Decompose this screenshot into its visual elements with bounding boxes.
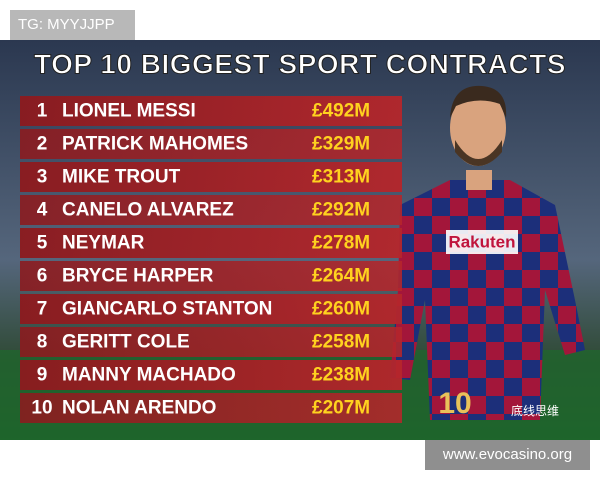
amount: £264M bbox=[312, 266, 370, 287]
name: LIONEL MESSI bbox=[62, 101, 196, 122]
rank: 9 bbox=[37, 365, 48, 386]
amount: £260M bbox=[312, 299, 370, 320]
overlay-tag: TG: MYYJJPP bbox=[10, 10, 135, 40]
watermark: 底线思维 bbox=[511, 403, 559, 418]
rank: 2 bbox=[37, 134, 48, 155]
neck bbox=[466, 170, 492, 190]
player: Rakuten 10 底线思维 bbox=[390, 85, 585, 420]
rank: 3 bbox=[37, 167, 48, 188]
row-background bbox=[20, 393, 402, 423]
amount: £278M bbox=[312, 233, 370, 254]
jersey bbox=[390, 180, 585, 420]
sponsor: Rakuten bbox=[448, 232, 515, 251]
ranking-table: 1 LIONEL MESSI £492M 2 PATRICK MAHOMES £329M 3… bbox=[20, 96, 402, 423]
name: PATRICK MAHOMES bbox=[62, 134, 248, 155]
rank: 10 bbox=[31, 398, 52, 419]
name: GIANCARLO STANTON bbox=[62, 299, 272, 320]
footer-url: www.evocasino.org bbox=[425, 440, 590, 470]
name: MANNY MACHADO bbox=[62, 365, 236, 386]
amount: £292M bbox=[312, 200, 370, 221]
name: NEYMAR bbox=[62, 233, 145, 254]
name: CANELO ALVAREZ bbox=[62, 200, 234, 221]
row-background bbox=[20, 294, 402, 324]
row-background bbox=[20, 228, 402, 258]
name: MIKE TROUT bbox=[62, 167, 181, 188]
rank: 7 bbox=[37, 299, 48, 320]
sponsor-band bbox=[446, 230, 518, 254]
rank: 6 bbox=[37, 266, 48, 287]
amount: £258M bbox=[312, 332, 370, 353]
amount: £313M bbox=[312, 167, 370, 188]
title: TOP 10 BIGGEST SPORT CONTRACTS bbox=[34, 48, 566, 79]
row-background bbox=[20, 129, 402, 159]
name: NOLAN ARENDO bbox=[62, 398, 216, 419]
row-background bbox=[20, 195, 402, 225]
name: GERITT COLE bbox=[62, 332, 190, 353]
row-background bbox=[20, 327, 402, 357]
row-background bbox=[20, 162, 402, 192]
beard bbox=[455, 140, 502, 166]
row-background bbox=[20, 360, 402, 390]
amount: £238M bbox=[312, 365, 370, 386]
hair bbox=[450, 85, 507, 118]
rank: 1 bbox=[37, 101, 48, 122]
rank: 8 bbox=[37, 332, 48, 353]
row-background bbox=[20, 261, 402, 291]
shirt-number: 10 bbox=[438, 387, 471, 420]
rank: 4 bbox=[37, 200, 48, 221]
amount: £207M bbox=[312, 398, 370, 419]
name: BRYCE HARPER bbox=[62, 266, 214, 287]
face bbox=[450, 90, 506, 166]
rank: 5 bbox=[37, 233, 48, 254]
amount: £329M bbox=[312, 134, 370, 155]
amount: £492M bbox=[312, 101, 370, 122]
row-background bbox=[20, 96, 402, 126]
